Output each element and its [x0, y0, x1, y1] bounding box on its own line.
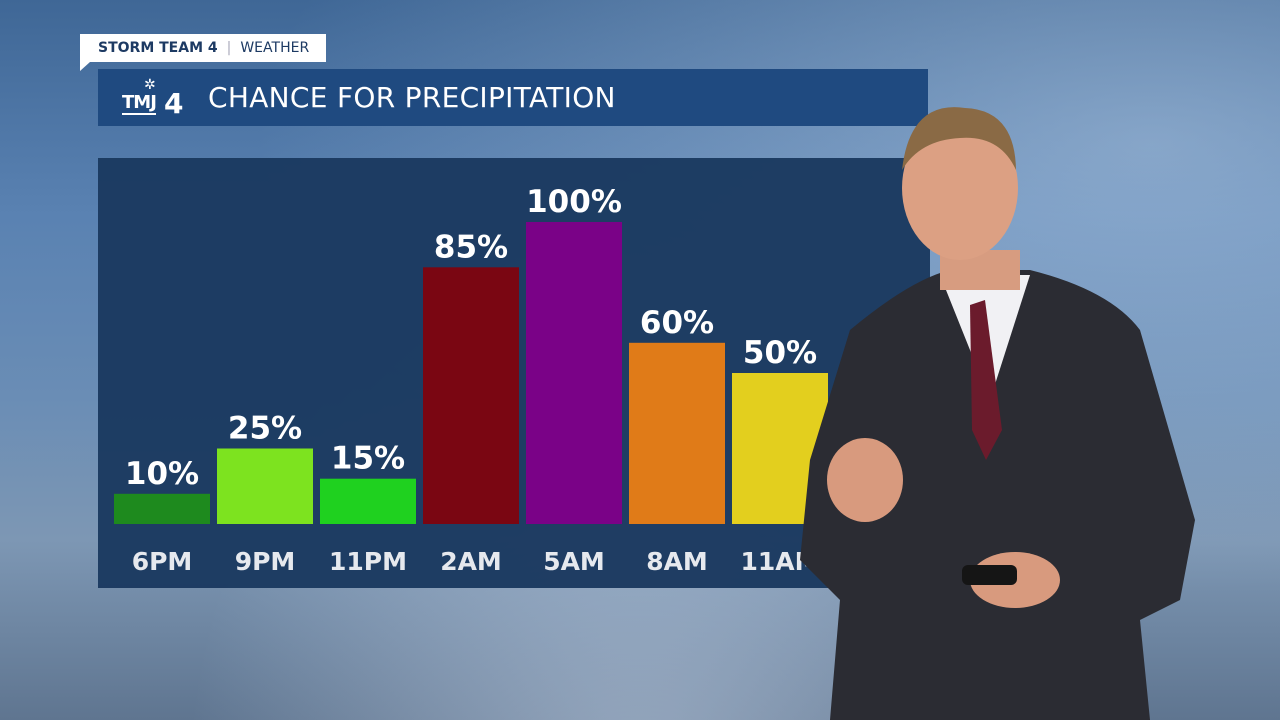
x-tick-label: 11PM: [329, 547, 407, 576]
bar-2AM: [423, 267, 519, 524]
x-tick-label: 5AM: [543, 547, 605, 576]
bar-6PM: [114, 493, 210, 524]
separator: |: [226, 40, 232, 56]
bar-11PM: [320, 478, 416, 524]
data-label: 15%: [331, 441, 405, 477]
x-tick-label: 8AM: [646, 547, 708, 576]
title-banner: ✲ TMJ 4 CHANCE FOR PRECIPITATION: [98, 69, 928, 126]
data-label: 100%: [526, 184, 622, 220]
x-tick-label: 6PM: [132, 547, 193, 576]
brand-name: STORM TEAM 4: [98, 40, 218, 56]
data-label: 85%: [434, 229, 508, 265]
peacock-icon: ✲: [144, 76, 156, 93]
data-label: 10%: [125, 456, 199, 492]
section-name: WEATHER: [240, 40, 310, 56]
data-label: 25%: [228, 411, 302, 447]
data-label: 60%: [640, 305, 714, 341]
logo-text: TMJ: [122, 91, 157, 115]
data-label: 50%: [743, 335, 817, 371]
bar-5AM: [526, 222, 622, 524]
bar-8AM: [629, 342, 725, 524]
presenter-figure: [800, 107, 1195, 720]
bar-9PM: [217, 448, 313, 524]
logo-four: 4: [164, 86, 184, 120]
tmj4-logo: ✲ TMJ 4: [122, 73, 188, 123]
brand-tag: STORM TEAM 4 | WEATHER: [80, 34, 326, 71]
x-tick-label: 2AM: [440, 547, 502, 576]
x-tick-label: 9PM: [235, 547, 296, 576]
chart-title: CHANCE FOR PRECIPITATION: [208, 81, 616, 114]
